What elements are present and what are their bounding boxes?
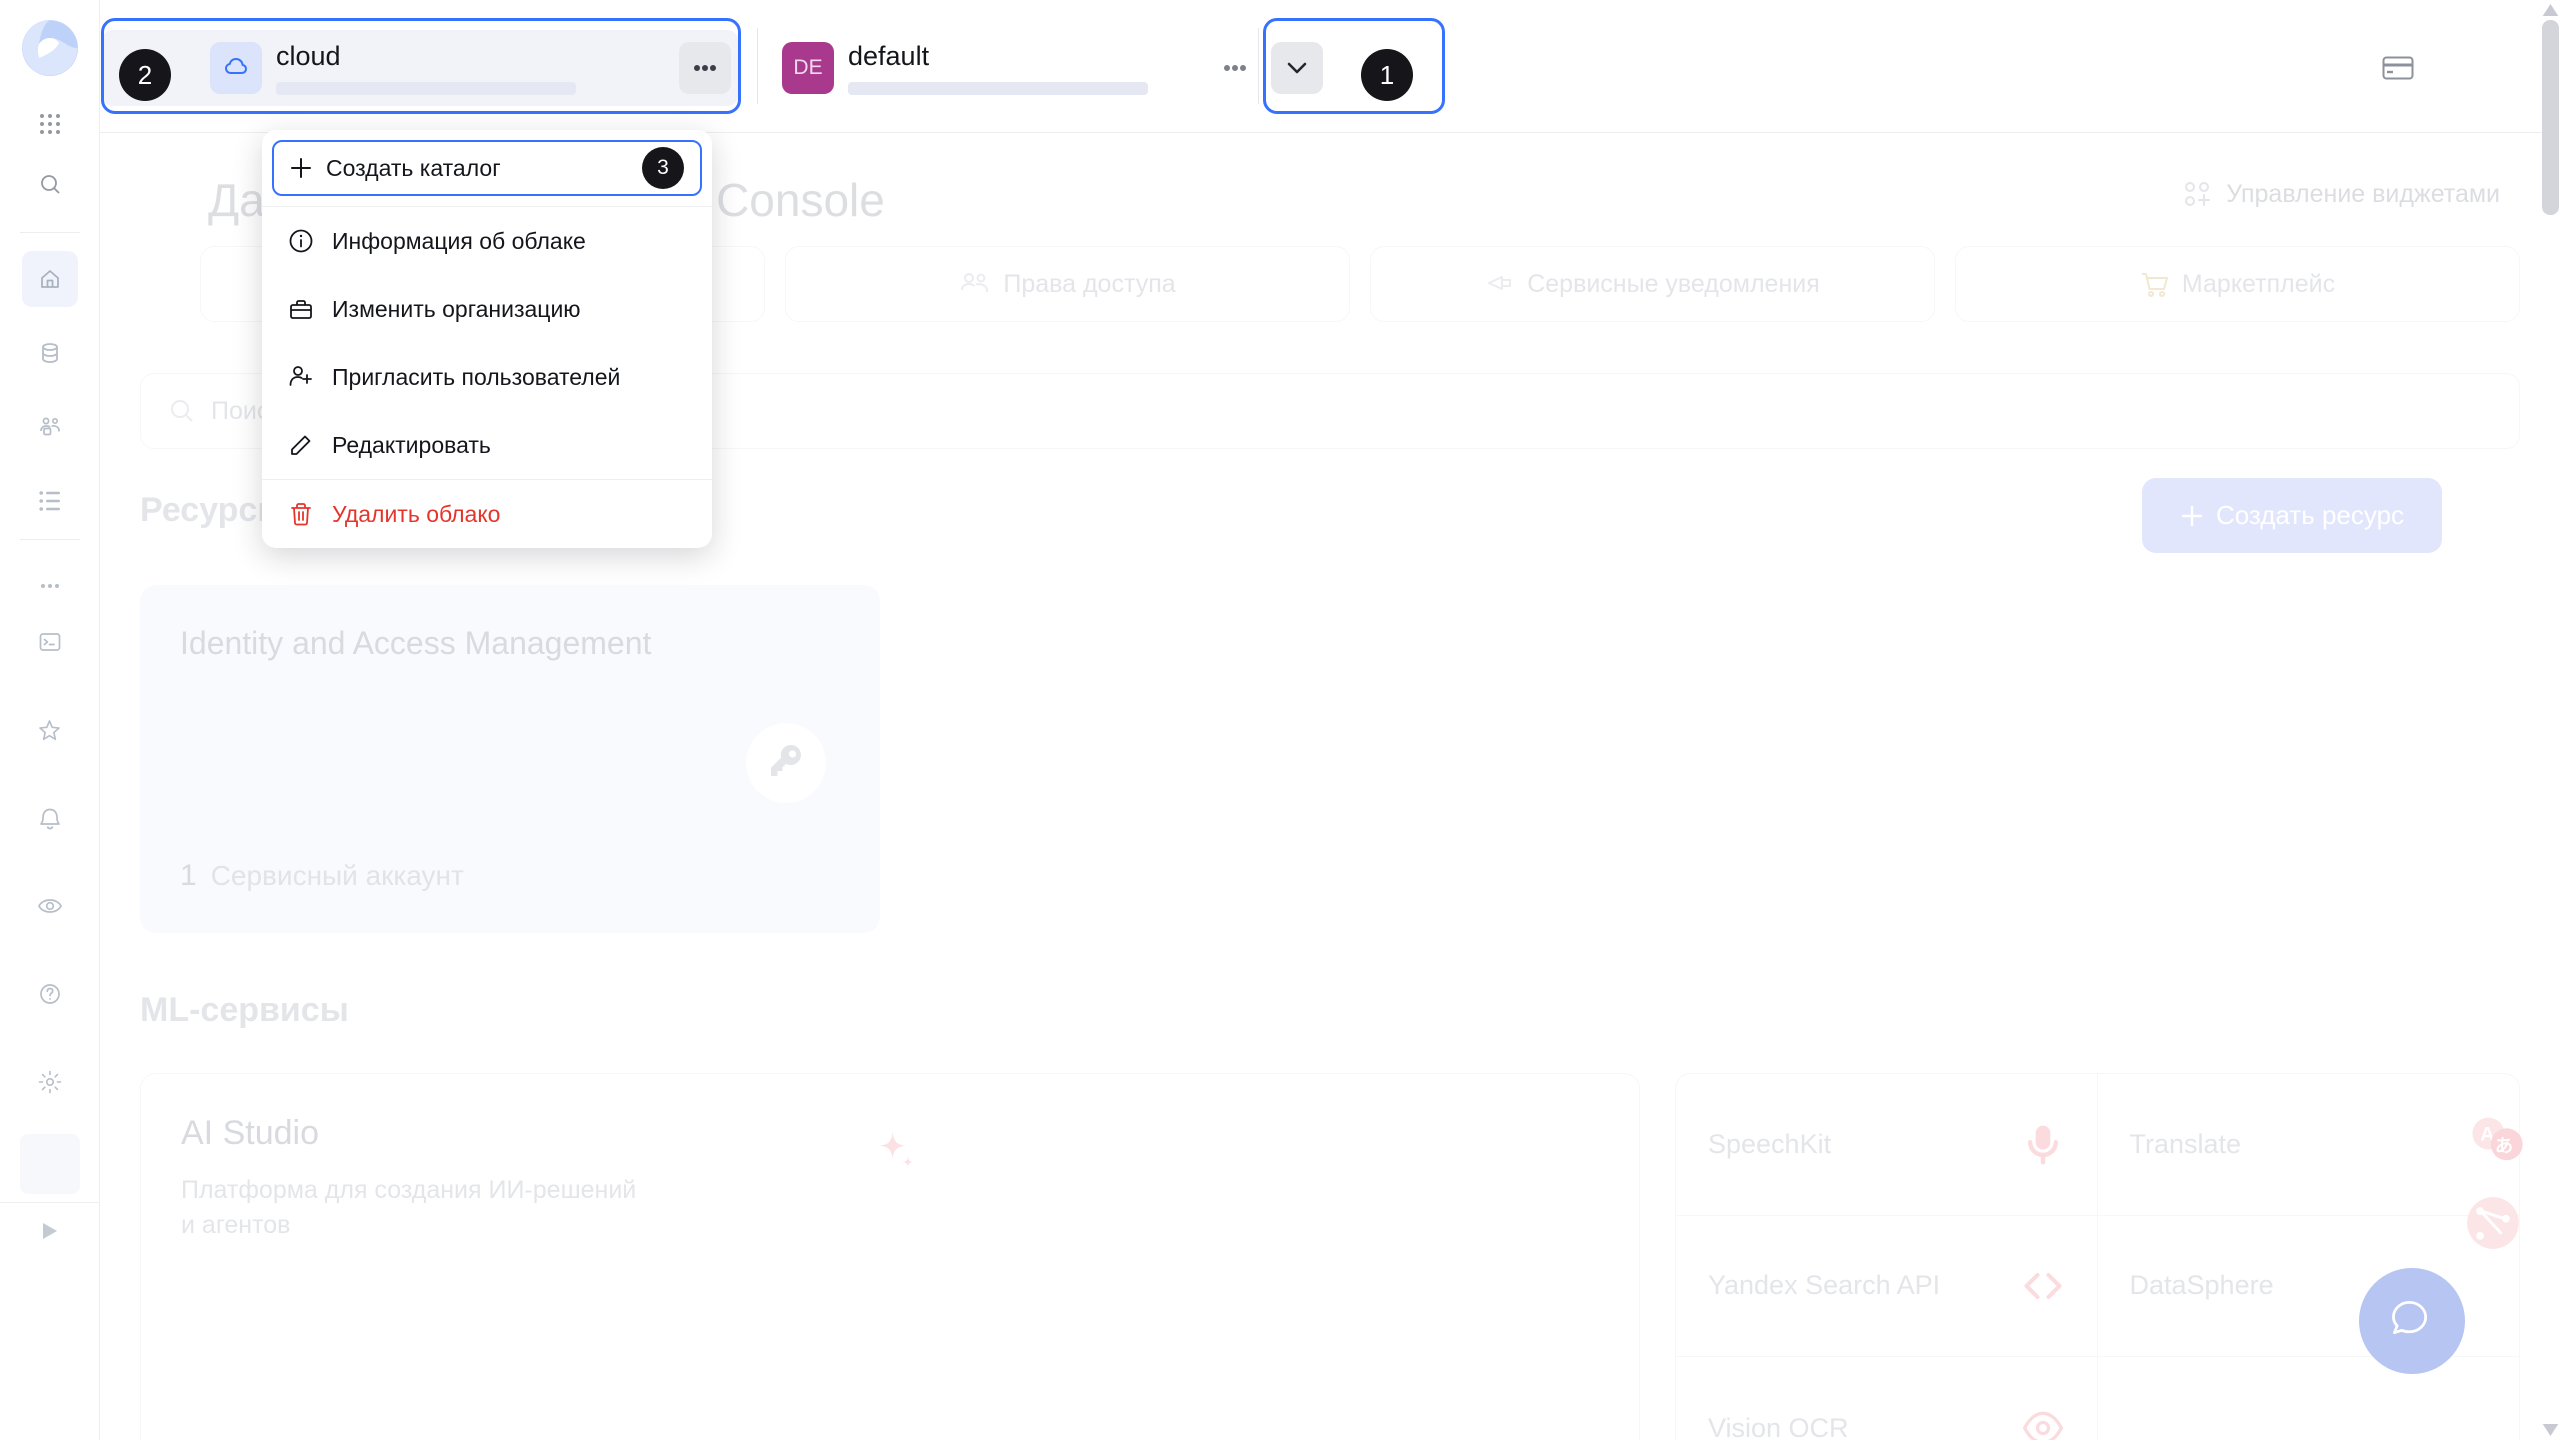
svg-text:あ: あ [2495, 1135, 2513, 1156]
